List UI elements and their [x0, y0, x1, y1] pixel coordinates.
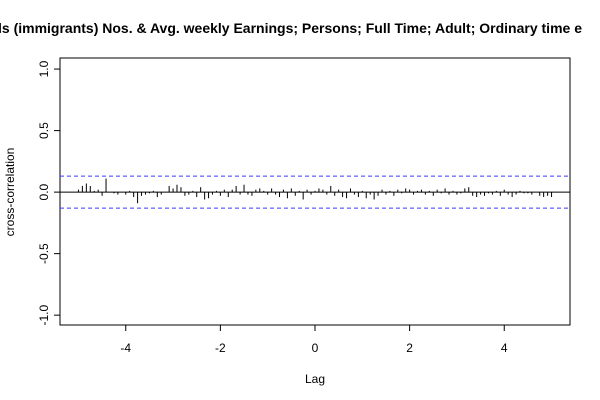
x-tick-label: 2	[406, 341, 413, 355]
x-axis-label: Lag	[305, 372, 325, 386]
x-tick-label: 0	[312, 341, 319, 355]
x-tick-label: -2	[215, 341, 226, 355]
x-tick-label: -4	[120, 341, 131, 355]
y-tick-label: -1.0	[37, 304, 51, 325]
y-axis-label: cross-correlation	[3, 148, 17, 237]
x-tick-label: 4	[501, 341, 508, 355]
y-tick-label: -0.5	[37, 243, 51, 264]
chart-title: ls (immigrants) Nos. & Avg. weekly Earni…	[0, 20, 582, 36]
y-tick-label: 0.5	[37, 122, 51, 139]
y-tick-label: 1.0	[37, 60, 51, 77]
y-tick-label: 0.0	[37, 183, 51, 200]
